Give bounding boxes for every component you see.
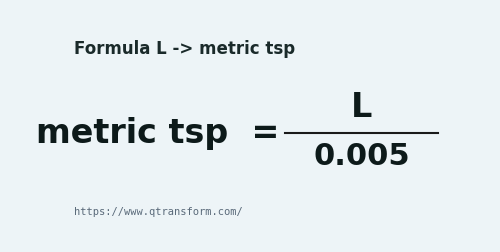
Text: 0.005: 0.005 — [314, 142, 410, 171]
Text: metric tsp  =: metric tsp = — [36, 117, 280, 150]
Text: https://www.qtransform.com/: https://www.qtransform.com/ — [74, 207, 243, 216]
Text: L: L — [351, 91, 372, 124]
Text: Formula L -> metric tsp: Formula L -> metric tsp — [74, 40, 295, 58]
